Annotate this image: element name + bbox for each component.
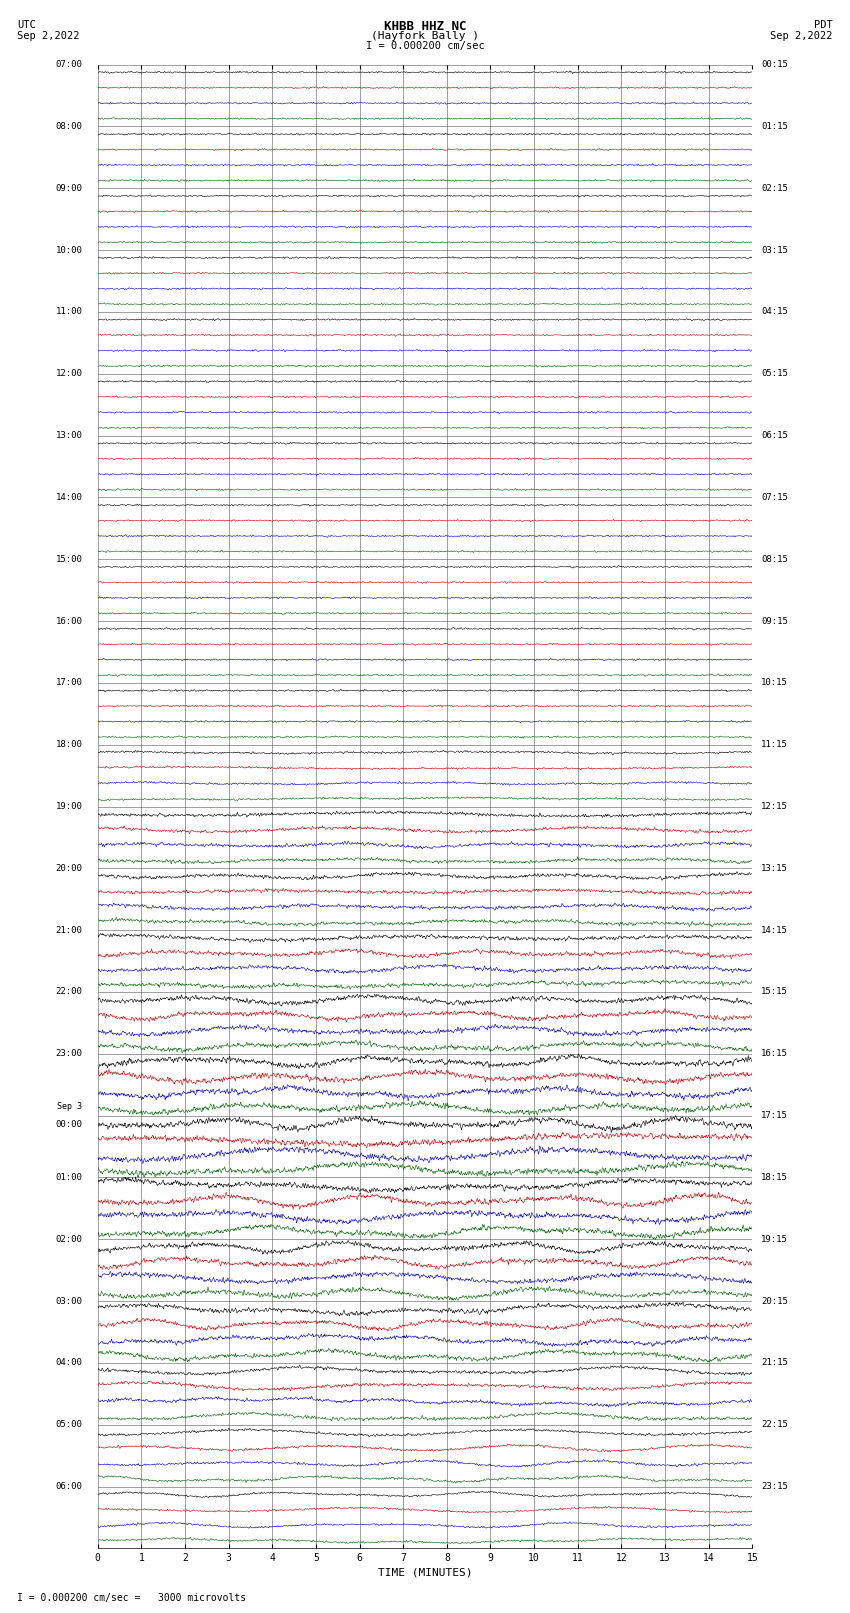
Text: 01:00: 01:00 [55,1173,82,1182]
Text: 15:15: 15:15 [761,987,788,997]
X-axis label: TIME (MINUTES): TIME (MINUTES) [377,1568,473,1578]
Text: 20:15: 20:15 [761,1297,788,1305]
Text: 13:00: 13:00 [55,431,82,440]
Text: 08:00: 08:00 [55,123,82,131]
Text: 13:15: 13:15 [761,865,788,873]
Text: KHBB HHZ NC: KHBB HHZ NC [383,19,467,34]
Text: 08:15: 08:15 [761,555,788,563]
Text: 02:00: 02:00 [55,1236,82,1244]
Text: 00:00: 00:00 [55,1121,82,1129]
Text: 16:15: 16:15 [761,1050,788,1058]
Text: 07:15: 07:15 [761,494,788,502]
Text: 04:00: 04:00 [55,1358,82,1368]
Text: 16:00: 16:00 [55,616,82,626]
Text: PDT: PDT [814,19,833,31]
Text: 06:00: 06:00 [55,1482,82,1490]
Text: 11:00: 11:00 [55,308,82,316]
Text: 23:15: 23:15 [761,1482,788,1490]
Text: I = 0.000200 cm/sec: I = 0.000200 cm/sec [366,40,484,52]
Text: I = 0.000200 cm/sec =   3000 microvolts: I = 0.000200 cm/sec = 3000 microvolts [17,1594,246,1603]
Text: 05:00: 05:00 [55,1421,82,1429]
Text: 23:00: 23:00 [55,1050,82,1058]
Text: UTC: UTC [17,19,36,31]
Text: 09:00: 09:00 [55,184,82,192]
Text: 12:15: 12:15 [761,802,788,811]
Text: 10:15: 10:15 [761,679,788,687]
Text: 05:15: 05:15 [761,369,788,377]
Text: 14:15: 14:15 [761,926,788,934]
Text: 09:15: 09:15 [761,616,788,626]
Text: Sep 2,2022: Sep 2,2022 [770,31,833,40]
Text: 04:15: 04:15 [761,308,788,316]
Text: 17:15: 17:15 [761,1111,788,1119]
Text: 22:15: 22:15 [761,1421,788,1429]
Text: 07:00: 07:00 [55,60,82,69]
Text: 15:00: 15:00 [55,555,82,563]
Text: 19:15: 19:15 [761,1236,788,1244]
Text: 21:00: 21:00 [55,926,82,934]
Text: 11:15: 11:15 [761,740,788,748]
Text: 18:15: 18:15 [761,1173,788,1182]
Text: 06:15: 06:15 [761,431,788,440]
Text: 17:00: 17:00 [55,679,82,687]
Text: 12:00: 12:00 [55,369,82,377]
Text: Sep 3: Sep 3 [58,1102,82,1111]
Text: 02:15: 02:15 [761,184,788,192]
Text: 01:15: 01:15 [761,123,788,131]
Text: 10:00: 10:00 [55,245,82,255]
Text: 22:00: 22:00 [55,987,82,997]
Text: 03:15: 03:15 [761,245,788,255]
Text: 19:00: 19:00 [55,802,82,811]
Text: 03:00: 03:00 [55,1297,82,1305]
Text: 18:00: 18:00 [55,740,82,748]
Text: 21:15: 21:15 [761,1358,788,1368]
Text: 20:00: 20:00 [55,865,82,873]
Text: (Hayfork Bally ): (Hayfork Bally ) [371,31,479,40]
Text: 00:15: 00:15 [761,60,788,69]
Text: 14:00: 14:00 [55,494,82,502]
Text: Sep 2,2022: Sep 2,2022 [17,31,80,40]
